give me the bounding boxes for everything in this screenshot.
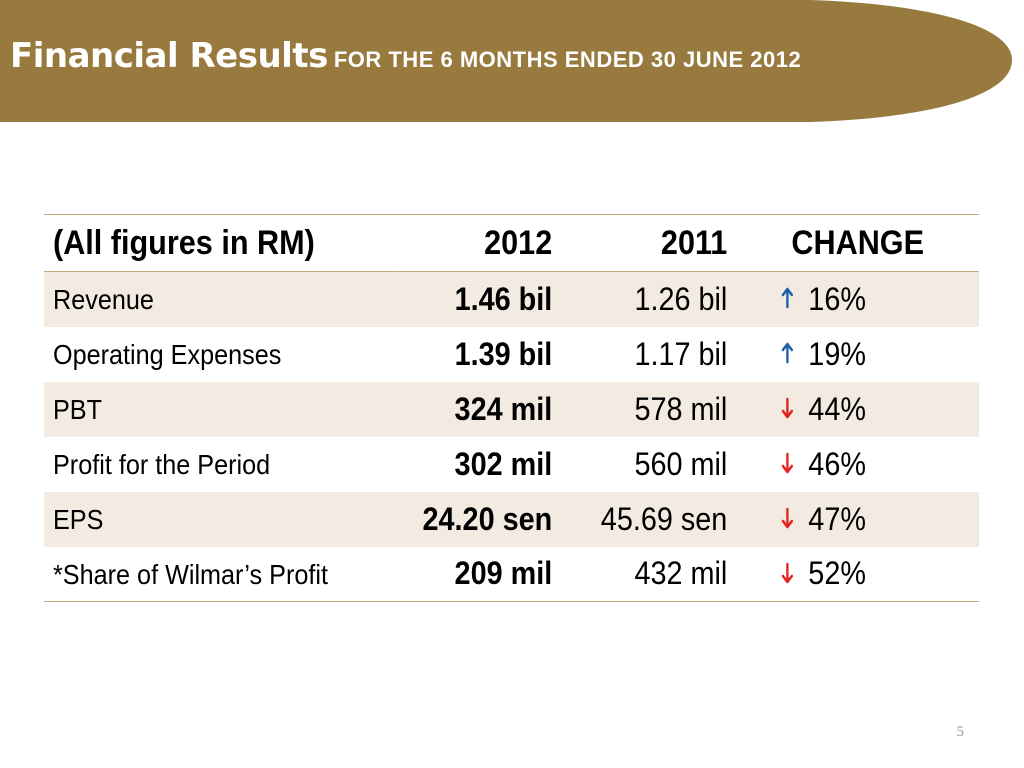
- slide-subtitle: FOR THE 6 MONTHS ENDED 30 JUNE 2012: [333, 47, 802, 72]
- header-label: (All figures in RM): [53, 223, 315, 262]
- title-line: Financial Results FOR THE 6 MONTHS ENDED …: [10, 36, 801, 76]
- value-2012: 209 mil: [454, 555, 553, 592]
- row-label: *Share of Wilmar’s Profit: [53, 558, 328, 590]
- value-2011: 1.26 bil: [634, 280, 728, 317]
- change-value: 16%: [808, 280, 866, 317]
- value-2011: 560 mil: [634, 445, 728, 482]
- page-number: 5: [956, 724, 965, 740]
- row-label: Profit for the Period: [53, 448, 271, 480]
- row-label: PBT: [53, 393, 103, 425]
- slide-title: Financial Results: [10, 36, 328, 76]
- row-label: Revenue: [53, 284, 154, 315]
- change-cell: 52%: [736, 547, 979, 602]
- change-cell: 46%: [736, 437, 979, 492]
- table-row: EPS 24.20 sen 45.69 sen 47%: [44, 491, 980, 547]
- value-2011: 432 mil: [634, 555, 728, 592]
- value-2012: 302 mil: [454, 445, 553, 482]
- value-2012: 24.20 sen: [422, 500, 553, 537]
- header-change: CHANGE: [791, 223, 925, 262]
- value-2011: 578 mil: [634, 390, 728, 427]
- arrow-up-icon: [781, 342, 794, 364]
- banner-shape: [0, 0, 1012, 122]
- arrow-up-icon: [781, 287, 794, 309]
- table-row: Revenue 1.46 bil 1.26 bil 16%: [44, 271, 980, 327]
- table-row: PBT 324 mil 578 mil 44%: [44, 381, 980, 437]
- change-cell: 19%: [736, 327, 979, 382]
- arrow-down-icon: [781, 397, 794, 419]
- value-2012: 1.46 bil: [454, 280, 553, 317]
- arrow-down-icon: [781, 507, 794, 529]
- change-value: 47%: [808, 500, 866, 537]
- change-cell: 16%: [736, 272, 979, 327]
- change-value: 19%: [808, 335, 866, 372]
- change-cell: 47%: [736, 492, 979, 547]
- value-2012: 324 mil: [454, 390, 553, 427]
- change-value: 44%: [808, 390, 866, 427]
- arrow-down-icon: [781, 452, 794, 474]
- value-2011: 45.69 sen: [600, 500, 728, 537]
- title-banner: [0, 0, 1012, 122]
- header-2011: 2011: [660, 223, 728, 262]
- arrow-down-icon: [781, 562, 794, 584]
- value-2011: 1.17 bil: [634, 335, 728, 372]
- table-body: Revenue 1.46 bil 1.26 bil 16% Operating Expe…: [44, 271, 980, 602]
- table-row: Profit for the Period 302 mil 560 mil 46%: [44, 437, 979, 492]
- change-value: 52%: [808, 555, 866, 592]
- value-2012: 1.39 bil: [454, 335, 553, 372]
- table-row: *Share of Wilmar’s Profit 209 mil 432 mil 5…: [44, 547, 980, 602]
- change-cell: 44%: [736, 382, 979, 437]
- financial-results-table: (All figures in RM) 2012 2011 CHANGE Rev…: [44, 214, 980, 602]
- row-label: EPS: [53, 503, 104, 535]
- table-row: Operating Expenses 1.39 bil 1.17 bil 19%: [44, 327, 979, 382]
- header-2012: 2012: [484, 223, 553, 262]
- table-header-row: (All figures in RM) 2012 2011 CHANGE: [44, 214, 980, 272]
- row-label: Operating Expenses: [53, 338, 282, 370]
- change-value: 46%: [808, 445, 866, 482]
